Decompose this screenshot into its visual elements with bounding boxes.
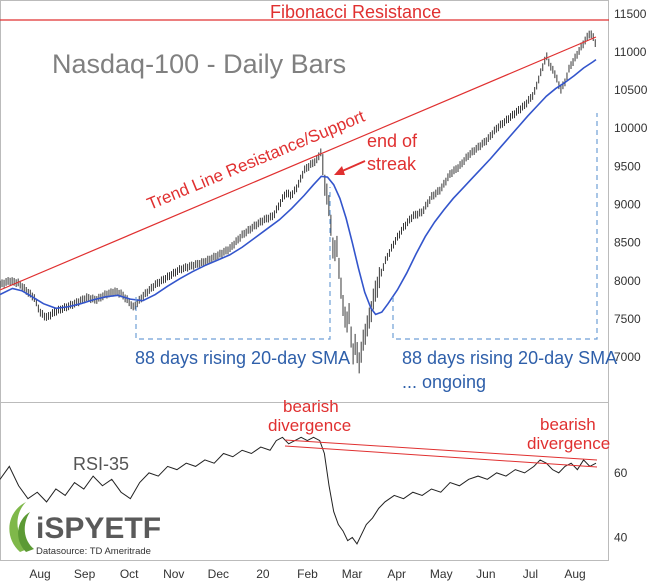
logo-swoosh-icon-inner: [18, 512, 34, 552]
x-tick-12: Aug: [564, 567, 585, 581]
streak-label-2: 88 days rising 20-day SMA: [402, 348, 617, 368]
x-tick-11: Jul: [523, 567, 538, 581]
rsi-line: [0, 436, 597, 545]
x-tick-4: Dec: [208, 567, 229, 581]
bearish-label-1a: bearish: [283, 397, 339, 416]
price-y-tick-9000: 9000: [614, 198, 641, 212]
price-y-tick-11000: 11000: [614, 45, 647, 59]
streak-bracket-2: [392, 113, 598, 340]
rsi-title: RSI-35: [73, 454, 129, 474]
arrowhead: [334, 166, 345, 175]
price-y-tick-11500: 11500: [614, 7, 647, 21]
streak-label-2b: ... ongoing: [402, 372, 486, 392]
rsi-y-tick-60: 60: [614, 466, 628, 480]
x-tick-0: Aug: [29, 567, 50, 581]
x-tick-8: Apr: [387, 567, 406, 581]
end-of-streak-arrow: [339, 160, 366, 173]
logo-text: iSPYETF: [36, 512, 161, 545]
end-of-streak-label-1: end of: [367, 131, 418, 151]
sma20-line: [0, 58, 597, 316]
price-y-tick-7000: 7000: [614, 350, 641, 364]
x-tick-10: Jun: [476, 567, 495, 581]
streak-bracket-1: [135, 187, 331, 340]
bearish-label-2a: bearish: [540, 415, 596, 434]
price-y-tick-8500: 8500: [614, 236, 641, 250]
logo-datasource: Datasource: TD Ameritrade: [36, 546, 151, 557]
logo-swoosh-icon: [9, 502, 31, 552]
fibonacci-label: Fibonacci Resistance: [270, 2, 441, 22]
bearish-label-1b: divergence: [268, 416, 351, 435]
rsi-panel-frame: [0, 402, 609, 561]
axis-ticks: 7000 7500 8000 8500 9000 9500 10000 10500 11000 1…: [29, 7, 647, 581]
trendline-label: Trend Line Resistance/Support: [144, 107, 367, 214]
price-y-tick-10500: 10500: [614, 83, 648, 97]
bearish-label-2b: divergence: [527, 434, 610, 453]
x-tick-1: Sep: [74, 567, 96, 581]
price-y-tick-7500: 7500: [614, 312, 641, 326]
x-tick-2: Oct: [120, 567, 139, 581]
trendline: [0, 36, 597, 291]
rsi-y-tick-40: 40: [614, 530, 628, 544]
price-chart-title: Nasdaq-100 - Daily Bars: [52, 49, 346, 79]
x-tick-5: 20: [256, 567, 270, 581]
price-y-tick-8000: 8000: [614, 274, 641, 288]
divergence-line-2: [284, 445, 598, 468]
data-lines: [0, 30, 597, 545]
streak-label-1: 88 days rising 20-day SMA: [135, 348, 350, 368]
ispyetf-logo: iSPYETF Datasource: TD Ameritrade: [9, 502, 161, 557]
x-tick-7: Mar: [342, 567, 363, 581]
x-tick-3: Nov: [163, 567, 184, 581]
x-tick-9: May: [430, 567, 453, 581]
x-tick-6: Feb: [297, 567, 318, 581]
divergence-line-1: [284, 439, 598, 461]
end-of-streak-label-2: streak: [367, 154, 417, 174]
price-y-tick-9500: 9500: [614, 159, 641, 173]
price-y-tick-10000: 10000: [614, 121, 648, 135]
